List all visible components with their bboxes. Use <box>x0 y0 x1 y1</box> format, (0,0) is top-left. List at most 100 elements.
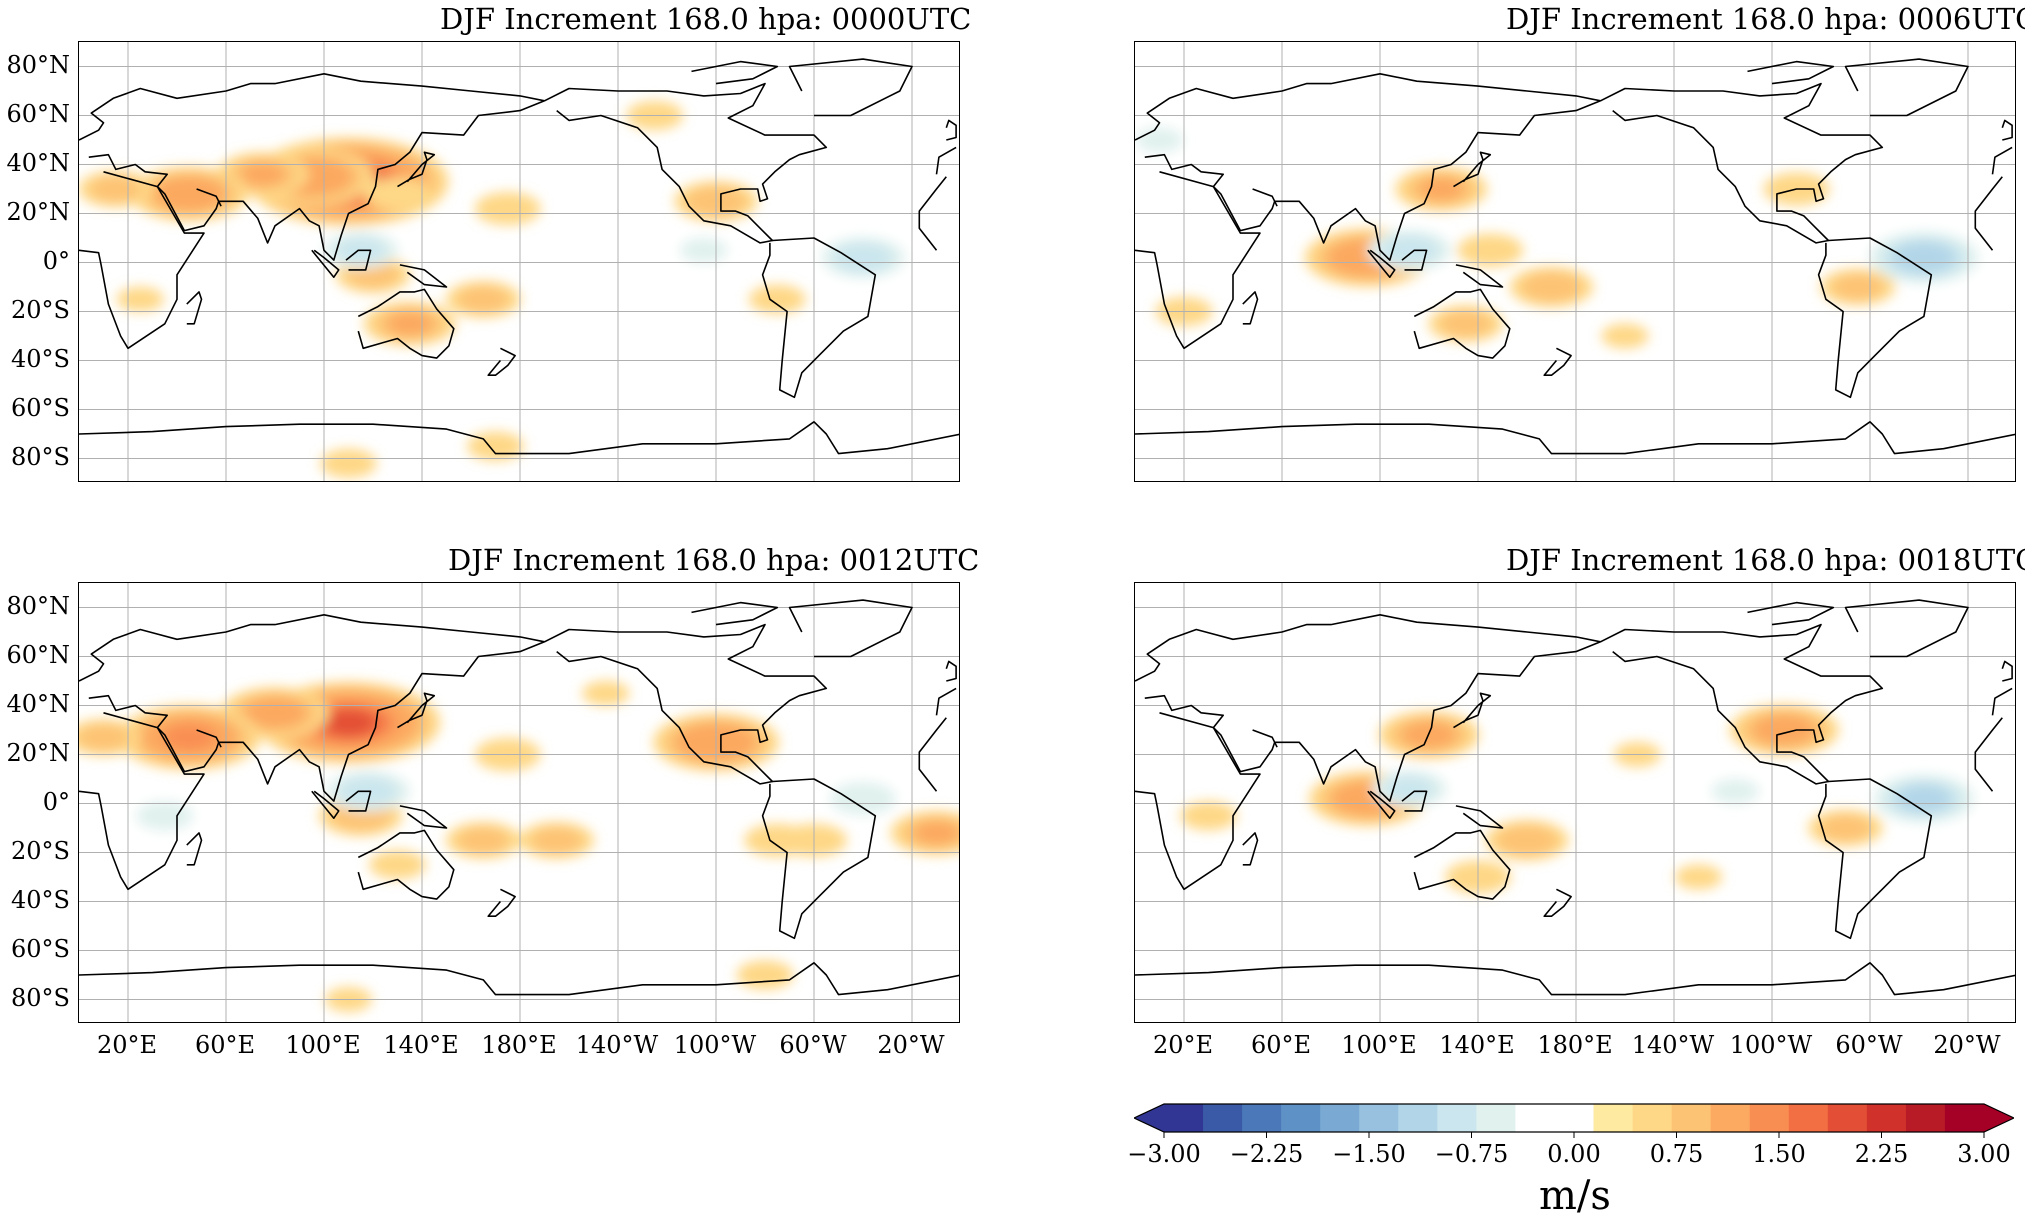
gridlines <box>79 583 959 1022</box>
lat-tick-label: 20°S <box>11 836 70 865</box>
positive-increment <box>582 680 630 706</box>
negative-increment <box>1892 242 1956 273</box>
coastline <box>1252 188 1278 207</box>
gridlines <box>79 42 959 481</box>
coastline <box>1135 73 2013 261</box>
negative-increment <box>1384 775 1435 802</box>
coastlines <box>1135 58 2015 455</box>
positive-increment <box>165 181 214 207</box>
coastlines <box>1135 599 2015 996</box>
lat-tick-label: 40°N <box>6 689 70 718</box>
colorbar-units-label: m/s <box>1539 1173 1611 1219</box>
lon-tick-label: 180°E <box>481 1031 557 1059</box>
lat-tick-label: 80°S <box>11 442 70 471</box>
lon-tick-label: 100°E <box>1341 1031 1417 1059</box>
positive-increment <box>531 827 582 854</box>
coastline <box>1455 805 1504 829</box>
gridlines <box>1135 583 2015 1022</box>
positive-increment <box>364 177 431 211</box>
coastline <box>397 151 436 188</box>
coastline <box>788 58 913 117</box>
coastline <box>397 692 436 729</box>
map-svg <box>79 583 959 1022</box>
positive-increment <box>387 312 433 336</box>
colorbar-tick-label: −2.25 <box>1229 1140 1304 1168</box>
coastline <box>186 291 203 325</box>
positive-increment <box>1521 272 1582 302</box>
lon-tick-label: 180°E <box>1537 1031 1613 1059</box>
coastline <box>1600 623 1884 785</box>
positive-increment <box>163 724 216 751</box>
coastline <box>544 82 828 244</box>
map-svg <box>1135 583 2015 1022</box>
lat-tick-label: 60°S <box>11 393 70 422</box>
lat-tick-label: 40°S <box>11 344 70 373</box>
lat-tick-label: 20°N <box>6 197 70 226</box>
colorbar-segment <box>1632 1104 1673 1132</box>
colorbar-segment <box>1671 1104 1712 1132</box>
lon-tick-label: 100°W <box>1729 1031 1813 1059</box>
lon-tick-label: 60°E <box>1250 1031 1312 1059</box>
coastline <box>79 73 957 261</box>
lon-tick-label: 60°W <box>779 1031 847 1059</box>
panel-title-0000utc: DJF Increment 168.0 hpa: 0000UTC <box>440 2 972 36</box>
lon-tick-label: 20°E <box>1152 1031 1214 1059</box>
lat-tick-label: 0° <box>42 787 70 816</box>
coastline <box>1747 60 1835 85</box>
coastline <box>1135 614 2013 802</box>
coastline <box>1453 151 1492 188</box>
coastline <box>311 790 340 819</box>
lon-tick-label: 100°W <box>673 1031 757 1059</box>
negative-increment <box>833 242 893 273</box>
colorbar-tick-label: 3.00 <box>1957 1140 2011 1168</box>
coastline <box>544 623 828 785</box>
colorbar-segment <box>1710 1104 1751 1132</box>
coastline <box>357 829 455 900</box>
map-panel-0018utc <box>1134 582 2016 1023</box>
positive-increment <box>1440 310 1491 337</box>
negative-increment <box>136 801 194 831</box>
coastline <box>79 614 957 802</box>
coastline <box>1242 832 1259 866</box>
coastline <box>1543 347 1572 376</box>
coastline <box>1401 790 1428 812</box>
coastline <box>1135 421 2015 455</box>
coastline <box>1242 291 1259 325</box>
colorbar-extend-max <box>1984 1104 2014 1132</box>
coastline <box>399 805 448 829</box>
colorbar-segment <box>1476 1104 1516 1132</box>
coastline <box>691 601 779 626</box>
lon-tick-label: 20°W <box>1933 1031 2001 1059</box>
coastline <box>1135 171 2003 350</box>
positive-increment <box>79 724 129 751</box>
colorbar-segment <box>1905 1104 1946 1132</box>
colorbar-segment <box>1554 1104 1595 1132</box>
negative-increment <box>1379 235 1440 266</box>
colorbar-segment <box>1827 1104 1868 1132</box>
positive-increment <box>1752 714 1816 746</box>
colorbar-tick-label: 1.50 <box>1752 1140 1806 1168</box>
coastline <box>1600 82 1884 244</box>
coastline <box>1135 712 2003 891</box>
coastline <box>1817 237 1933 399</box>
coastline <box>196 188 222 207</box>
coastline <box>345 249 372 271</box>
lon-tick-label: 140°W <box>575 1031 659 1059</box>
colorbar-segment <box>1242 1104 1282 1132</box>
coastline <box>357 288 455 359</box>
coastline <box>1844 58 1969 117</box>
colorbar-segment <box>1320 1104 1360 1132</box>
lon-tick-label: 60°E <box>194 1031 256 1059</box>
coastline <box>1367 249 1396 278</box>
coastline <box>2001 119 2013 141</box>
coastline <box>945 660 957 682</box>
gridlines <box>1135 42 2015 481</box>
coastline <box>761 778 877 940</box>
colorbar-segment <box>1203 1104 1243 1132</box>
colorbar-segment <box>1359 1104 1399 1132</box>
positive-increment <box>1832 274 1883 300</box>
positive-increment <box>1418 177 1464 201</box>
positive-increment <box>1674 864 1723 890</box>
coastline <box>1543 888 1572 917</box>
lon-tick-label: 20°W <box>877 1031 945 1059</box>
